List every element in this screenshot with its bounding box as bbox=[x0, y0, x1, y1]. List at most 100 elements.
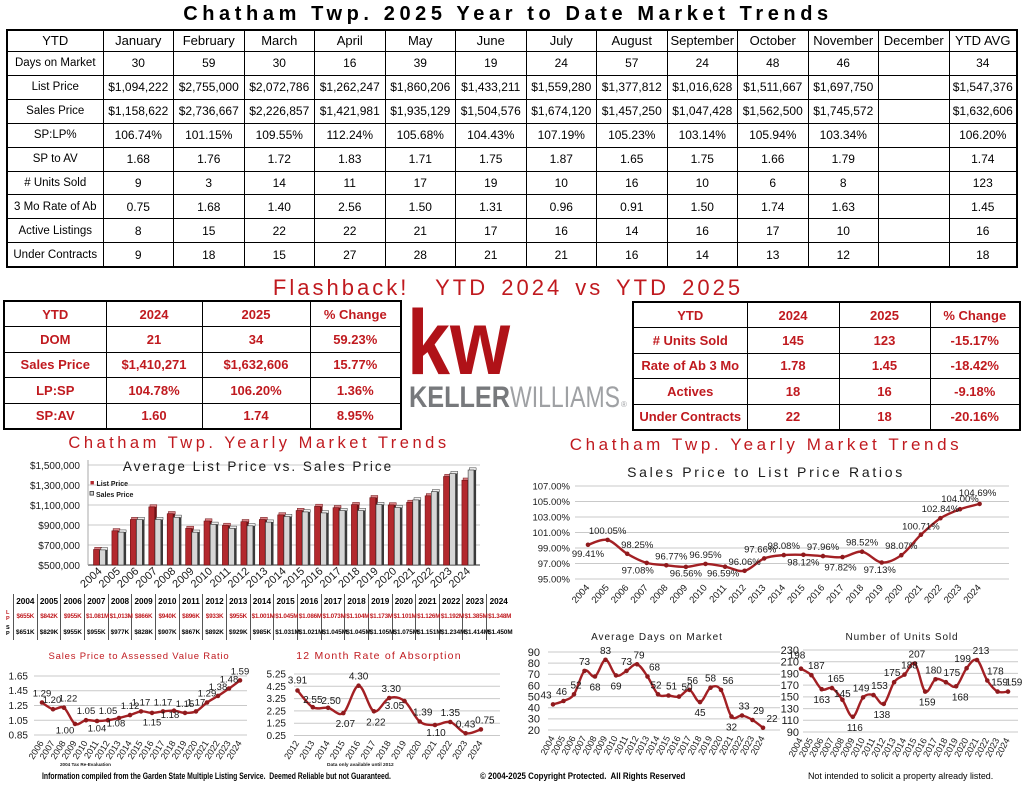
svg-text:90: 90 bbox=[787, 727, 799, 739]
svg-text:Sales Price: Sales Price bbox=[96, 492, 133, 499]
svg-text:52: 52 bbox=[650, 680, 662, 691]
svg-text:1.65: 1.65 bbox=[9, 672, 29, 683]
svg-text:97.96%: 97.96% bbox=[807, 542, 840, 553]
svg-text:1.22: 1.22 bbox=[59, 694, 78, 705]
svg-text:104.00%: 104.00% bbox=[941, 494, 979, 505]
svg-text:2.55: 2.55 bbox=[303, 695, 323, 706]
svg-text:153: 153 bbox=[871, 681, 888, 692]
svg-text:$1,500,000: $1,500,000 bbox=[30, 461, 80, 472]
svg-text:2013: 2013 bbox=[746, 583, 768, 606]
svg-text:2024: 2024 bbox=[466, 739, 485, 761]
svg-text:$900,000: $900,000 bbox=[38, 521, 80, 532]
svg-text:73: 73 bbox=[621, 657, 633, 668]
svg-text:$700,000: $700,000 bbox=[38, 541, 80, 552]
svg-text:145: 145 bbox=[834, 689, 851, 700]
svg-text:43: 43 bbox=[540, 690, 552, 701]
svg-text:130: 130 bbox=[781, 703, 799, 715]
svg-text:3.30: 3.30 bbox=[381, 684, 401, 695]
svg-text:2014: 2014 bbox=[766, 583, 788, 606]
svg-text:2.50: 2.50 bbox=[321, 696, 341, 707]
svg-text:68: 68 bbox=[649, 663, 661, 674]
svg-text:1.17: 1.17 bbox=[154, 697, 173, 708]
svg-text:2015: 2015 bbox=[785, 583, 807, 606]
svg-text:168: 168 bbox=[952, 692, 969, 703]
svg-text:30: 30 bbox=[528, 714, 540, 726]
svg-text:5.25: 5.25 bbox=[267, 670, 287, 681]
svg-text:3.05: 3.05 bbox=[385, 701, 405, 712]
svg-text:2014: 2014 bbox=[313, 739, 332, 761]
svg-text:2016: 2016 bbox=[805, 583, 827, 606]
svg-text:2022: 2022 bbox=[922, 583, 944, 606]
svg-text:List Price: List Price bbox=[97, 481, 129, 488]
svg-text:1.35: 1.35 bbox=[441, 708, 461, 719]
svg-text:$500,000: $500,000 bbox=[38, 561, 80, 572]
svg-text:KELLER: KELLER bbox=[409, 381, 510, 414]
svg-text:103.00%: 103.00% bbox=[532, 512, 570, 523]
svg-text:$1,100,000: $1,100,000 bbox=[30, 501, 80, 512]
svg-text:102.84%: 102.84% bbox=[922, 504, 960, 515]
svg-text:101.00%: 101.00% bbox=[532, 528, 570, 539]
svg-text:1.12: 1.12 bbox=[121, 701, 140, 712]
svg-text:2019: 2019 bbox=[864, 583, 886, 606]
svg-text:1.59: 1.59 bbox=[231, 666, 250, 677]
svg-text:2008: 2008 bbox=[648, 583, 670, 606]
svg-text:45: 45 bbox=[694, 708, 706, 719]
svg-text:99.00%: 99.00% bbox=[538, 543, 571, 554]
svg-text:1.04: 1.04 bbox=[88, 724, 107, 735]
svg-text:97.13%: 97.13% bbox=[864, 565, 897, 576]
svg-text:1.29: 1.29 bbox=[33, 689, 52, 700]
svg-text:207: 207 bbox=[909, 650, 926, 661]
svg-text:1.38: 1.38 bbox=[209, 682, 228, 693]
svg-text:150: 150 bbox=[781, 692, 799, 704]
svg-text:2016: 2016 bbox=[343, 739, 362, 761]
svg-text:1.08: 1.08 bbox=[107, 719, 126, 730]
svg-text:98.08%: 98.08% bbox=[768, 541, 801, 552]
svg-text:2023: 2023 bbox=[942, 583, 964, 606]
svg-text:98.07%: 98.07% bbox=[885, 541, 918, 552]
svg-text:163: 163 bbox=[813, 695, 830, 706]
svg-text:29: 29 bbox=[753, 706, 765, 717]
svg-text:178: 178 bbox=[987, 667, 1004, 678]
svg-text:0.75: 0.75 bbox=[475, 715, 495, 726]
svg-text:2004: 2004 bbox=[570, 583, 592, 606]
svg-text:2.22: 2.22 bbox=[366, 717, 386, 728]
svg-text:20: 20 bbox=[528, 725, 540, 737]
svg-text:1.10: 1.10 bbox=[426, 728, 446, 739]
svg-text:170: 170 bbox=[781, 680, 799, 692]
svg-text:159: 159 bbox=[919, 698, 936, 709]
svg-text:79: 79 bbox=[633, 650, 645, 661]
svg-text:165: 165 bbox=[828, 674, 845, 685]
svg-text:2024: 2024 bbox=[447, 565, 473, 590]
svg-text:0.43: 0.43 bbox=[456, 719, 476, 730]
svg-text:2.25: 2.25 bbox=[267, 706, 287, 717]
svg-text:213: 213 bbox=[973, 646, 990, 657]
svg-text:1.17: 1.17 bbox=[132, 697, 151, 708]
svg-text:96.59%: 96.59% bbox=[707, 569, 740, 580]
svg-text:116: 116 bbox=[847, 723, 863, 734]
svg-text:56: 56 bbox=[687, 676, 699, 687]
svg-text:180: 180 bbox=[925, 665, 942, 676]
svg-text:2017: 2017 bbox=[359, 739, 378, 761]
svg-text:1.39: 1.39 bbox=[413, 708, 433, 719]
svg-text:60: 60 bbox=[528, 680, 540, 692]
svg-text:190: 190 bbox=[781, 668, 799, 680]
svg-text:2011: 2011 bbox=[707, 583, 729, 606]
svg-text:kw: kw bbox=[407, 295, 510, 394]
svg-text:97.00%: 97.00% bbox=[538, 559, 571, 570]
svg-text:96.06%: 96.06% bbox=[728, 557, 761, 568]
svg-text:0.85: 0.85 bbox=[9, 731, 29, 742]
svg-text:1.20: 1.20 bbox=[43, 695, 62, 706]
svg-text:210: 210 bbox=[781, 657, 799, 669]
svg-text:70: 70 bbox=[528, 669, 540, 681]
svg-text:96.56%: 96.56% bbox=[670, 568, 703, 579]
svg-text:1.15: 1.15 bbox=[143, 717, 162, 728]
svg-text:1.05: 1.05 bbox=[77, 706, 96, 717]
svg-text:50: 50 bbox=[681, 683, 693, 694]
svg-text:95.00%: 95.00% bbox=[538, 574, 571, 585]
svg-text:97.66%: 97.66% bbox=[744, 544, 777, 555]
svg-text:83: 83 bbox=[600, 646, 612, 657]
svg-text:175: 175 bbox=[944, 668, 961, 679]
svg-text:2009: 2009 bbox=[668, 583, 690, 606]
svg-text:2020: 2020 bbox=[404, 739, 423, 761]
svg-text:2021: 2021 bbox=[420, 739, 439, 761]
